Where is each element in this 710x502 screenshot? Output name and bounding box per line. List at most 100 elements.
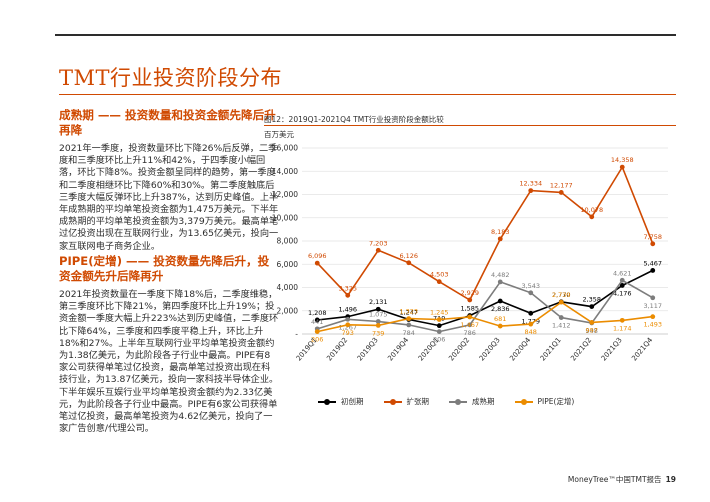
data-point <box>436 323 442 329</box>
data-label: 3,117 <box>643 302 662 310</box>
data-label: 1,585 <box>460 305 479 313</box>
data-point <box>528 321 534 327</box>
data-label: 6,126 <box>399 252 418 260</box>
data-point <box>497 236 503 242</box>
section-body: 2021年一季度，投资数量环比下降26%后反弹，二季度和三季度环比上升11%和4… <box>59 143 279 252</box>
data-label: 206 <box>311 336 323 344</box>
series-line <box>317 301 653 333</box>
data-point <box>314 329 320 335</box>
data-point <box>436 329 442 335</box>
legend-label: 初创期 <box>341 397 364 406</box>
data-point <box>589 320 595 325</box>
data-point <box>528 188 534 194</box>
data-label: 2,836 <box>491 305 510 313</box>
data-label: 948 <box>586 327 598 335</box>
data-point <box>619 164 625 170</box>
data-label: 2,358 <box>582 296 601 304</box>
data-point <box>314 317 320 323</box>
data-point <box>497 279 503 285</box>
series-line <box>317 279 654 333</box>
y-tick-label: 6,000 <box>277 260 299 269</box>
data-label: 6,096 <box>308 252 327 260</box>
data-label: 10,078 <box>580 206 603 214</box>
figure-title: 图12：2019Q1-2021Q4 TMT行业投资阶段金额比较 <box>264 115 444 124</box>
x-tick-label: 2021Q4 <box>630 336 654 363</box>
data-point <box>589 304 595 309</box>
data-point <box>650 314 656 320</box>
data-label: 2,770 <box>552 291 571 299</box>
x-tick-label: 2019Q2 <box>325 336 349 362</box>
y-tick-label: 10,000 <box>272 213 298 222</box>
data-point <box>528 290 534 296</box>
data-label: 1,245 <box>430 309 449 317</box>
data-label: 7,203 <box>369 239 388 247</box>
x-tick-label: 2020Q4 <box>508 336 532 363</box>
data-label: 4,482 <box>491 271 510 279</box>
data-label: 1,267 <box>338 323 357 331</box>
data-label: 793 <box>342 329 354 337</box>
data-point <box>650 295 656 301</box>
data-label: 739 <box>372 329 384 337</box>
data-label: 4,503 <box>430 271 449 279</box>
section-heading: 成熟期 —— 投资数量和投资金额先降后升再降 <box>59 108 276 137</box>
data-label: 1,247 <box>399 309 418 317</box>
data-label: 3,325 <box>338 284 357 292</box>
data-label: 2,131 <box>369 298 388 306</box>
series-line <box>316 165 654 302</box>
data-label: 4,176 <box>613 289 632 297</box>
data-label: 786 <box>464 329 476 337</box>
data-label: 1,075 <box>369 311 388 319</box>
data-point <box>497 323 503 329</box>
data-point <box>467 322 473 328</box>
data-label: 1,496 <box>338 306 357 314</box>
data-point <box>375 247 381 253</box>
legend-swatch-icon <box>383 398 402 406</box>
y-tick-label: 2,000 <box>277 306 299 315</box>
data-label: 681 <box>494 315 506 323</box>
data-label: 441 <box>311 318 323 326</box>
x-tick-label: 2020Q2 <box>447 336 471 362</box>
page-number: 19 <box>665 475 676 484</box>
footer-text: MoneyTree™中国TMT报告 <box>567 475 662 484</box>
data-label: 1,208 <box>308 309 327 317</box>
data-point <box>558 299 564 305</box>
legend-swatch-icon <box>318 398 336 406</box>
data-point <box>406 322 412 328</box>
legend-item: 成熟期 <box>449 396 495 407</box>
y-tick-label: 16,000 <box>272 144 298 153</box>
data-point <box>619 283 625 288</box>
data-label: 1,412 <box>552 322 571 330</box>
data-point <box>406 316 412 322</box>
series-line <box>317 269 654 327</box>
data-label: 2,929 <box>460 289 479 297</box>
legend-swatch-icon <box>449 398 467 406</box>
y-tick-label: 4,000 <box>277 283 299 292</box>
data-point <box>314 260 320 266</box>
data-label: 206 <box>433 336 445 344</box>
data-point <box>467 297 473 303</box>
data-point <box>375 319 381 324</box>
data-label: 5,467 <box>643 259 662 267</box>
legend-item: PIPE(定增) <box>514 396 575 407</box>
y-tick-label: 12,000 <box>272 190 298 199</box>
data-label: 2,739 <box>552 291 571 299</box>
y-tick-label: 8,000 <box>277 237 299 246</box>
data-point <box>558 190 564 195</box>
x-tick-label: 2021Q2 <box>569 336 593 362</box>
data-point <box>650 241 656 247</box>
investment-stage-chart: - 2,000 4,000 6,000 8,000 10,000 12,000 14,000 1… <box>272 144 668 363</box>
data-label: 1,493 <box>643 321 662 329</box>
legend-label: PIPE(定增) <box>537 397 575 406</box>
x-tick-label: 2019Q4 <box>386 336 410 363</box>
data-point <box>650 268 656 273</box>
y-tick-label: - <box>295 330 298 339</box>
data-point <box>619 277 625 283</box>
figure-rule <box>264 125 676 126</box>
data-point <box>375 323 381 328</box>
section-mature: 成熟期 —— 投资数量和投资金额先降后升再降 2021年一季度，投资数量环比下降… <box>59 108 279 253</box>
data-label: 848 <box>525 328 537 336</box>
legend-item: 扩张期 <box>383 396 429 407</box>
page-footer: MoneyTree™中国TMT报告 19 <box>568 474 676 485</box>
data-label: 12,177 <box>550 181 573 189</box>
legend-swatch-icon <box>514 398 533 406</box>
